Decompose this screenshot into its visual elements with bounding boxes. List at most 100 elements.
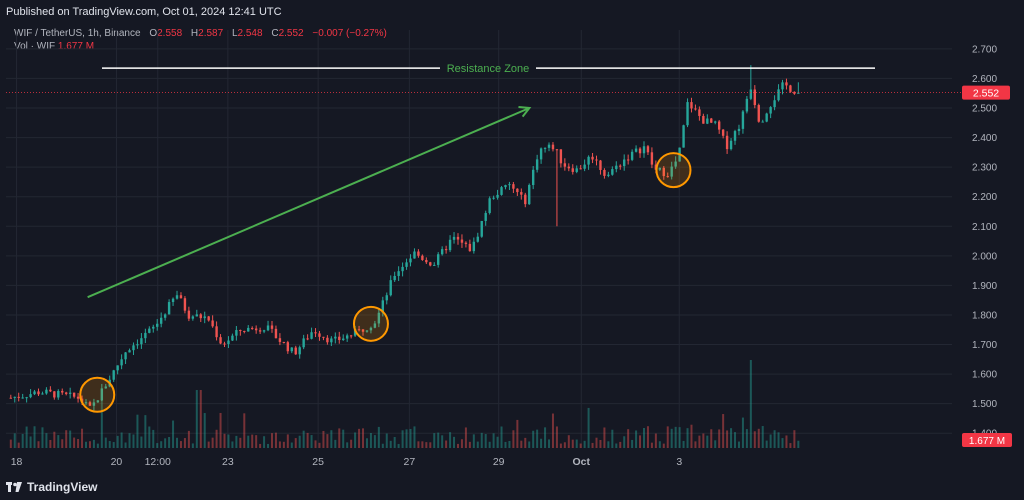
volume-bar bbox=[587, 407, 590, 448]
published-caption: Published on TradingView.com, Oct 01, 20… bbox=[6, 6, 282, 18]
volume-legend: Vol · WIF 1.677 M bbox=[14, 41, 94, 52]
volume-bar bbox=[243, 413, 246, 448]
candle-body bbox=[646, 146, 650, 153]
candle-body bbox=[539, 148, 543, 160]
volume-bar bbox=[674, 426, 677, 448]
candle-body bbox=[686, 102, 689, 126]
tradingview-footer[interactable]: TradingView bbox=[6, 480, 97, 494]
volume-bar bbox=[128, 433, 131, 448]
candle-body bbox=[662, 167, 665, 177]
volume-bar bbox=[267, 443, 270, 448]
volume-bar bbox=[88, 441, 91, 448]
open-value: 2.558 bbox=[157, 28, 183, 39]
candle-body bbox=[425, 259, 428, 263]
candle-body bbox=[175, 295, 179, 299]
candle-body bbox=[357, 329, 361, 331]
candle-body bbox=[638, 148, 642, 154]
candle-body bbox=[650, 152, 654, 165]
candle-body bbox=[385, 295, 388, 301]
volume-bar bbox=[168, 436, 171, 448]
volume-bar bbox=[183, 438, 186, 448]
candle-body bbox=[274, 328, 278, 339]
volume-bar bbox=[540, 438, 543, 448]
volume-bar bbox=[441, 435, 444, 448]
candle-body bbox=[171, 298, 175, 303]
volume-bar bbox=[346, 442, 349, 448]
volume-bar bbox=[73, 437, 76, 448]
volume-bar bbox=[310, 435, 313, 448]
symbol-legend: WIF / TetherUS, 1h, Binance O2.558 H2.58… bbox=[14, 28, 387, 39]
candle-body bbox=[270, 325, 274, 329]
candle-body bbox=[702, 115, 705, 124]
volume-bar bbox=[116, 435, 119, 448]
volume-bar bbox=[559, 443, 562, 448]
candle-body bbox=[286, 342, 290, 352]
candle-body bbox=[504, 185, 507, 188]
volume-bar bbox=[286, 434, 289, 448]
volume-bar bbox=[81, 428, 84, 448]
candle-body bbox=[587, 156, 590, 165]
volume-bar bbox=[365, 438, 368, 448]
volume-bar bbox=[69, 430, 72, 448]
y-tick-label: 1.700 bbox=[972, 340, 997, 351]
candle-body bbox=[599, 160, 602, 170]
y-tick-label: 2.500 bbox=[972, 104, 997, 115]
volume-bar bbox=[255, 435, 258, 448]
candle-body bbox=[777, 89, 780, 101]
candle-body bbox=[500, 187, 503, 195]
volume-bar bbox=[745, 429, 748, 448]
volume-bar bbox=[694, 441, 697, 448]
volume-bar bbox=[330, 430, 333, 448]
volume-bar bbox=[698, 435, 701, 448]
candle-body bbox=[516, 188, 519, 193]
candle-body bbox=[365, 330, 369, 332]
volume-bar bbox=[25, 426, 28, 448]
volume-bar bbox=[654, 433, 657, 448]
candle-body bbox=[706, 118, 709, 124]
candle-body bbox=[630, 151, 634, 160]
volume-bar bbox=[718, 429, 721, 448]
volume-bar bbox=[160, 441, 163, 448]
volume-bar bbox=[631, 439, 634, 448]
volume-bar bbox=[290, 442, 293, 448]
volume-bar bbox=[773, 430, 776, 448]
candle-body bbox=[401, 266, 404, 272]
candle-body bbox=[476, 236, 479, 242]
x-tick-label: Oct bbox=[573, 456, 591, 468]
candle-body bbox=[714, 121, 717, 123]
volume-bar bbox=[456, 443, 459, 448]
volume-bar bbox=[472, 434, 475, 448]
volume-bar bbox=[49, 439, 52, 448]
candle-body bbox=[484, 212, 487, 221]
volume-bar bbox=[789, 443, 792, 448]
close-label: C bbox=[271, 28, 279, 39]
volume-bar bbox=[191, 443, 194, 448]
candle-body bbox=[417, 251, 420, 256]
y-tick-label: 2.600 bbox=[972, 74, 997, 85]
volume-bar bbox=[761, 426, 764, 448]
volume-bar bbox=[259, 443, 262, 448]
volume-bar bbox=[274, 432, 277, 448]
candle-body bbox=[187, 310, 191, 319]
candle-body bbox=[393, 275, 396, 281]
volume-bar bbox=[45, 433, 48, 448]
volume-bar bbox=[662, 443, 665, 448]
candle-body bbox=[322, 336, 325, 338]
volume-bars bbox=[9, 360, 800, 448]
x-tick-label: 27 bbox=[404, 456, 416, 468]
x-tick-label: 23 bbox=[222, 456, 234, 468]
volume-bar bbox=[57, 435, 60, 448]
candle-body bbox=[512, 184, 515, 189]
candle-body bbox=[547, 144, 551, 148]
volume-bar bbox=[318, 442, 321, 448]
candle-body bbox=[741, 111, 745, 129]
volume-bar bbox=[302, 430, 305, 448]
volume-bar bbox=[421, 441, 424, 448]
volume-bar bbox=[544, 427, 547, 448]
candle-body bbox=[571, 168, 574, 172]
x-tick-label: 25 bbox=[312, 456, 324, 468]
volume-bar bbox=[401, 430, 404, 448]
volume-bar bbox=[417, 441, 420, 448]
volume-bar bbox=[179, 441, 182, 448]
